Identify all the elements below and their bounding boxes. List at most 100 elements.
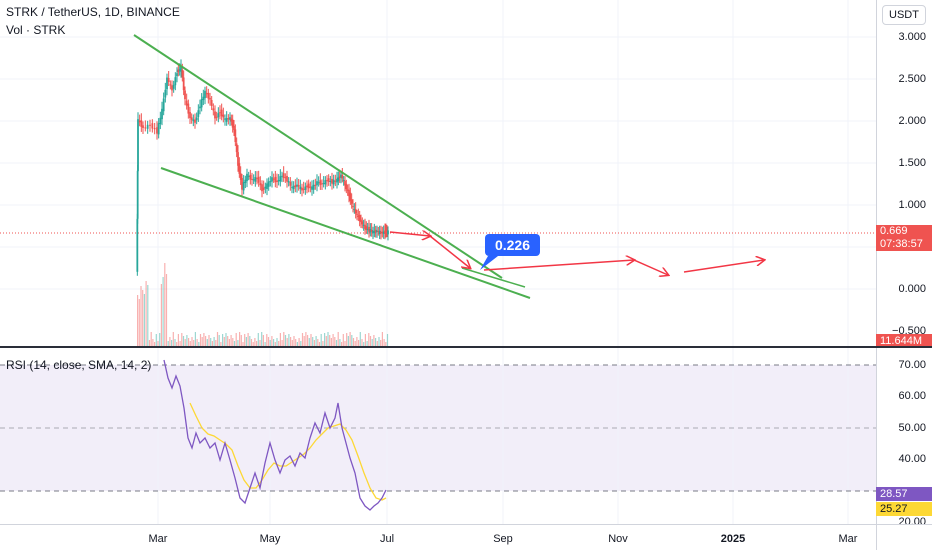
candle-body[interactable] xyxy=(356,213,358,215)
rsi-pane[interactable]: RSI (14, close, SMA, 14, 2) xyxy=(0,348,876,524)
candle-body[interactable] xyxy=(336,178,338,183)
candle-body[interactable] xyxy=(229,117,231,120)
candle-body[interactable] xyxy=(234,129,237,143)
candle-body[interactable] xyxy=(384,230,386,234)
candle-body[interactable] xyxy=(364,224,366,229)
candle-body[interactable] xyxy=(137,119,139,172)
candle-body[interactable] xyxy=(227,118,230,120)
candle-body[interactable] xyxy=(224,118,226,120)
projection-arrow[interactable] xyxy=(429,235,470,268)
candle-body[interactable] xyxy=(254,177,257,182)
candle-body[interactable] xyxy=(235,143,238,153)
candle-body[interactable] xyxy=(314,184,317,186)
candle-body[interactable] xyxy=(142,125,144,128)
candle-body[interactable] xyxy=(156,127,158,134)
candle-body[interactable] xyxy=(332,179,335,185)
candle-body[interactable] xyxy=(352,206,354,208)
candle-body[interactable] xyxy=(317,182,320,184)
candle-body[interactable] xyxy=(238,163,241,174)
candle-body[interactable] xyxy=(294,185,297,188)
candle-body[interactable] xyxy=(386,232,388,233)
price-scale[interactable]: USDT 3.000 2.500 2.000 1.500 1.000 0.000… xyxy=(876,0,932,348)
candle-body[interactable] xyxy=(146,124,149,129)
candle-body[interactable] xyxy=(164,89,167,98)
candle-body[interactable] xyxy=(210,100,213,106)
target-price-callout[interactable]: 0.226 xyxy=(485,234,540,256)
candle-body[interactable] xyxy=(274,176,277,183)
candle-body[interactable] xyxy=(169,84,172,86)
projection-arrow[interactable] xyxy=(483,260,634,271)
candle-body[interactable] xyxy=(276,180,278,182)
candle-body[interactable] xyxy=(252,179,255,181)
candle-body[interactable] xyxy=(373,230,376,234)
candle-body[interactable] xyxy=(136,218,139,272)
candle-body[interactable] xyxy=(166,77,168,90)
candle-body[interactable] xyxy=(140,120,143,127)
lower-trendline[interactable] xyxy=(160,167,531,299)
candle-body[interactable] xyxy=(376,230,378,232)
candle-body[interactable] xyxy=(291,186,293,188)
candle-body[interactable] xyxy=(353,209,356,211)
candle-body[interactable] xyxy=(380,231,382,234)
candle-body[interactable] xyxy=(350,199,353,204)
candle-body[interactable] xyxy=(331,178,333,184)
candle-body[interactable] xyxy=(244,179,247,184)
candle-body[interactable] xyxy=(212,108,215,111)
pane-separator[interactable] xyxy=(0,346,932,348)
price-chart-pane[interactable]: STRK / TetherUS, 1D, BINANCE Vol · STRK … xyxy=(0,0,876,346)
projection-arrow[interactable] xyxy=(683,260,764,273)
candle-body[interactable] xyxy=(178,69,181,71)
candle-body[interactable] xyxy=(382,231,385,234)
candle-body[interactable] xyxy=(338,176,341,178)
candle-body[interactable] xyxy=(215,116,218,118)
candle-body[interactable] xyxy=(205,93,208,95)
candle-body[interactable] xyxy=(297,185,300,187)
upper-trendline[interactable] xyxy=(133,34,503,279)
candle-body[interactable] xyxy=(368,226,370,232)
candle-body[interactable] xyxy=(220,109,223,117)
candle-body[interactable] xyxy=(354,209,357,214)
candle-body[interactable] xyxy=(289,182,292,186)
candle-body[interactable] xyxy=(195,117,198,121)
candle-body[interactable] xyxy=(306,185,308,188)
candle-body[interactable] xyxy=(337,177,340,182)
candle-body[interactable] xyxy=(194,119,196,123)
candle-body[interactable] xyxy=(301,187,303,191)
candle-body[interactable] xyxy=(190,117,193,120)
rsi-canvas[interactable] xyxy=(0,348,876,524)
candle-body[interactable] xyxy=(327,178,330,182)
rsi-sma-line[interactable] xyxy=(189,402,387,501)
candle-body[interactable] xyxy=(307,183,310,189)
candle-body[interactable] xyxy=(296,184,298,187)
candle-body[interactable] xyxy=(237,152,239,166)
candle-body[interactable] xyxy=(217,113,220,118)
candle-body[interactable] xyxy=(277,180,280,182)
symbol-legend[interactable]: STRK / TetherUS, 1D, BINANCE xyxy=(6,5,180,19)
candle-body[interactable] xyxy=(171,85,173,91)
candle-body[interactable] xyxy=(233,126,235,130)
candle-body[interactable] xyxy=(262,187,265,190)
candle-body[interactable] xyxy=(279,176,282,182)
candle-body[interactable] xyxy=(159,117,162,125)
rsi-scale[interactable]: 70.00 60.00 50.00 40.00 20.00 28.57 25.2… xyxy=(876,348,932,528)
candle-body[interactable] xyxy=(151,123,154,129)
candle-body[interactable] xyxy=(192,119,195,122)
candle-body[interactable] xyxy=(180,66,182,72)
candle-body[interactable] xyxy=(309,186,312,188)
candle-body[interactable] xyxy=(304,186,307,190)
candle-body[interactable] xyxy=(246,173,248,182)
candle-body[interactable] xyxy=(181,69,184,78)
candle-body[interactable] xyxy=(267,181,270,187)
candle-body[interactable] xyxy=(360,219,362,222)
candle-body[interactable] xyxy=(249,174,252,180)
candle-body[interactable] xyxy=(153,127,156,130)
candle-body[interactable] xyxy=(187,103,190,114)
candle-body[interactable] xyxy=(202,96,205,101)
candle-body[interactable] xyxy=(326,180,328,182)
candle-body[interactable] xyxy=(319,180,322,185)
candle-body[interactable] xyxy=(256,178,258,180)
candle-body[interactable] xyxy=(377,231,380,232)
candle-body[interactable] xyxy=(312,184,315,190)
candle-body[interactable] xyxy=(264,186,267,189)
candle-body[interactable] xyxy=(316,181,318,186)
